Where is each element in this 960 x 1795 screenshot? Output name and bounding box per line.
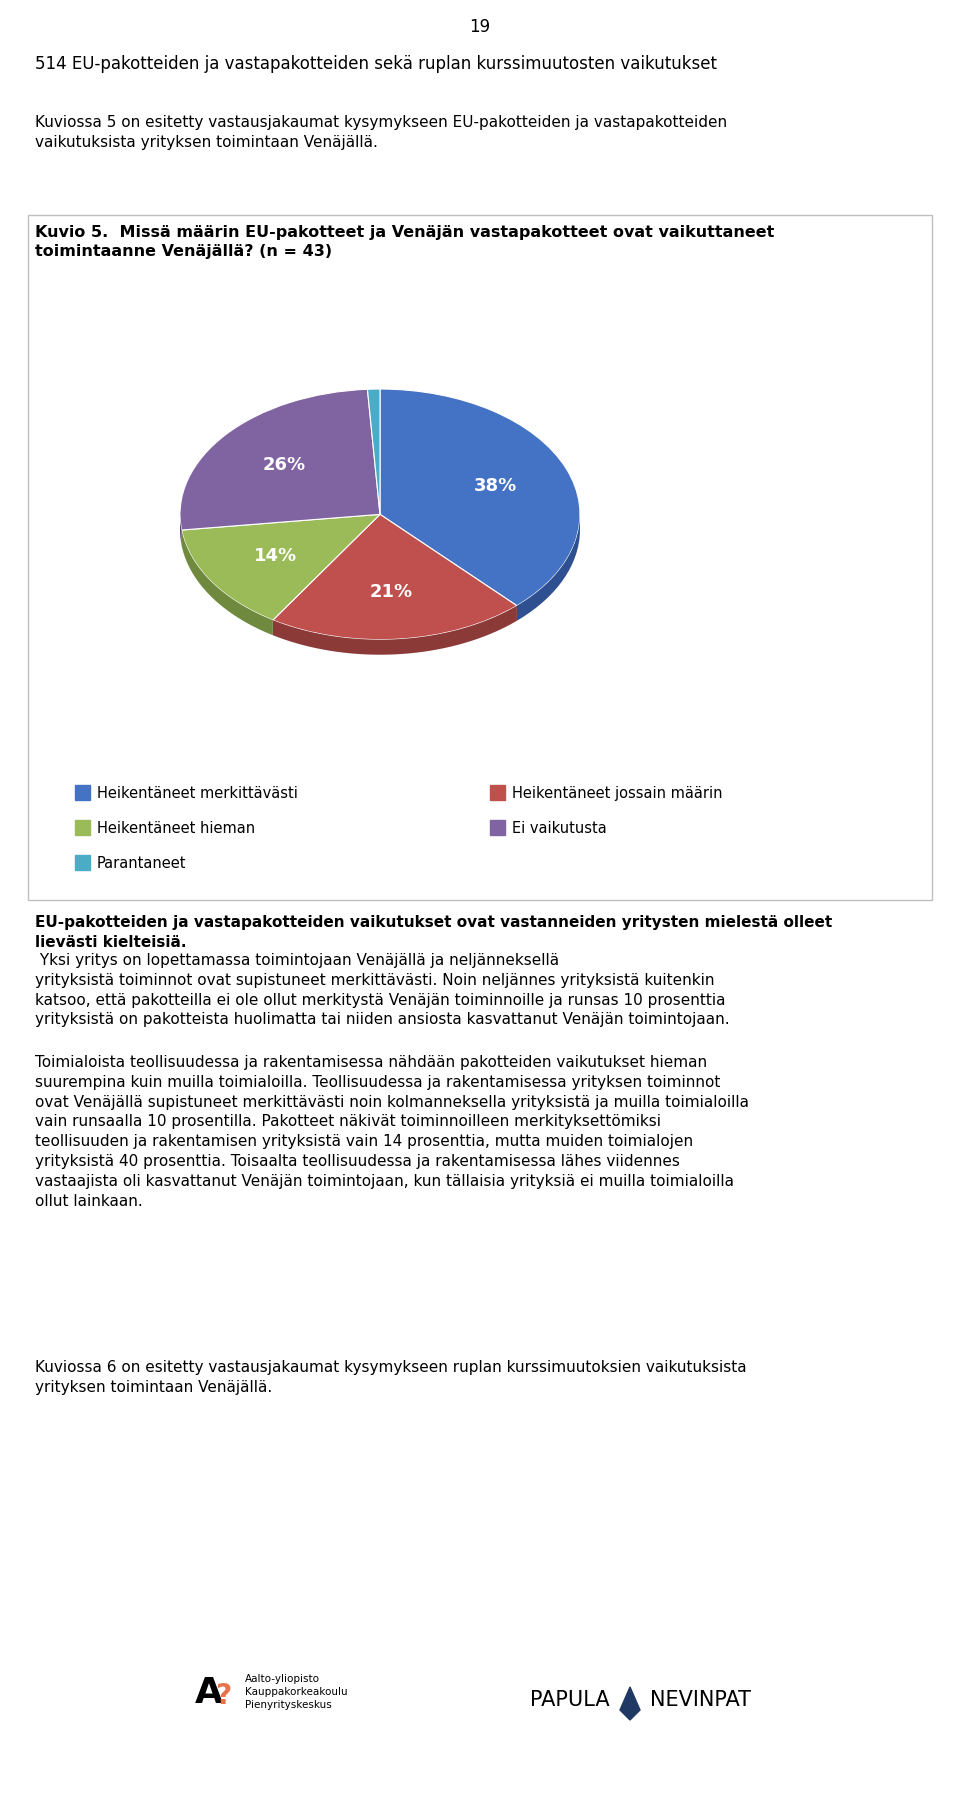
Text: 19: 19 [469,18,491,36]
Wedge shape [368,390,380,515]
Bar [75,784,90,801]
Wedge shape [273,515,516,639]
Wedge shape [181,515,380,619]
Text: 21%: 21% [371,583,413,601]
Bar [28,215,932,899]
Text: Heikentäneet merkittävästi: Heikentäneet merkittävästi [97,786,298,801]
Text: Toimialoista teollisuudessa ja rakentamisessa nähdään pakotteiden vaikutukset hi: Toimialoista teollisuudessa ja rakentami… [35,1055,749,1208]
Polygon shape [516,513,580,621]
Text: Kuvio 5.  Missä määrin EU-pakotteet ja Venäjän vastapakotteet ovat vaikuttaneet
: Kuvio 5. Missä määrin EU-pakotteet ja Ve… [35,224,775,258]
Polygon shape [180,404,580,655]
Text: EU-pakotteiden ja vastapakotteiden vaikutukset ovat vastanneiden yritysten miele: EU-pakotteiden ja vastapakotteiden vaiku… [35,915,832,950]
Text: Heikentäneet jossain määrin: Heikentäneet jossain määrin [512,786,723,801]
Text: NEVINPAT: NEVINPAT [650,1691,751,1711]
Text: 26%: 26% [263,456,306,474]
Bar [75,820,90,835]
Bar [490,784,505,801]
Wedge shape [180,390,380,530]
Text: A: A [195,1677,223,1711]
Text: Heikentäneet hieman: Heikentäneet hieman [97,820,255,836]
Polygon shape [273,605,516,655]
Text: Parantaneet: Parantaneet [97,856,186,871]
Text: Aalto-yliopisto
Kauppakorkeakoulu
Pienyrityskeskus: Aalto-yliopisto Kauppakorkeakoulu Pienyr… [245,1673,348,1711]
Text: Kuviossa 6 on esitetty vastausjakaumat kysymykseen ruplan kurssimuutoksien vaiku: Kuviossa 6 on esitetty vastausjakaumat k… [35,1361,747,1395]
Bar [75,854,90,871]
Text: PAPULA: PAPULA [530,1691,610,1711]
Polygon shape [620,1687,640,1720]
Polygon shape [180,510,181,546]
Polygon shape [181,530,273,635]
Text: ?: ? [215,1682,231,1711]
Wedge shape [380,390,580,605]
Bar [490,820,505,835]
Text: 14%: 14% [253,547,297,565]
Text: Kuviossa 5 on esitetty vastausjakaumat kysymykseen EU-pakotteiden ja vastapakott: Kuviossa 5 on esitetty vastausjakaumat k… [35,115,727,149]
Text: 514 EU-pakotteiden ja vastapakotteiden sekä ruplan kurssimuutosten vaikutukset: 514 EU-pakotteiden ja vastapakotteiden s… [35,56,717,74]
Text: Ei vaikutusta: Ei vaikutusta [512,820,607,836]
Text: 38%: 38% [473,477,516,495]
Text: Yksi yritys on lopettamassa toimintojaan Venäjällä ja neljänneksellä
yrityksistä: Yksi yritys on lopettamassa toimintojaan… [35,953,730,1027]
